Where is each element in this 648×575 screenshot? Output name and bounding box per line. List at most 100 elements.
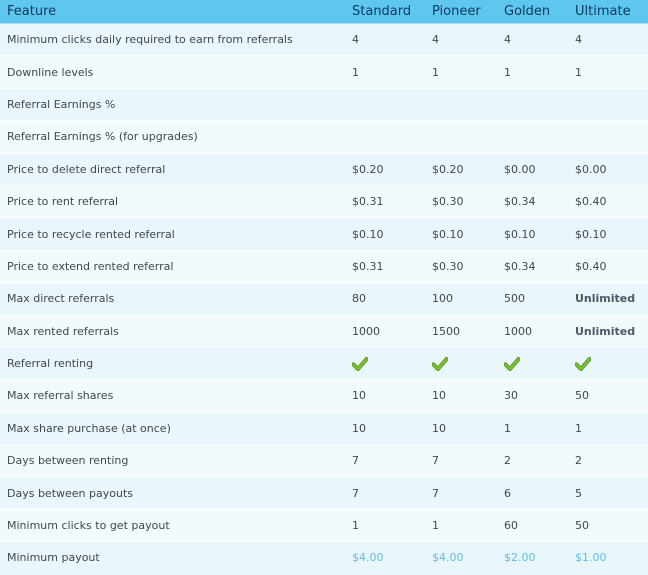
feature-label: Referral Earnings % [0, 87, 345, 121]
pioneer-value: 1 [425, 508, 497, 542]
standard-value: $0.10 [345, 217, 425, 251]
table-row: Downline levels 1 1 1 1 [0, 55, 648, 89]
standard-value: $4.00 [345, 541, 425, 574]
ultimate-value: $0.40 [568, 184, 648, 218]
table-row: Referral Earnings % [0, 87, 648, 121]
pioneer-value: $0.30 [425, 184, 497, 218]
standard-value: 10 [345, 379, 425, 413]
pioneer-value: 10 [425, 379, 497, 413]
feature-label: Price to recycle rented referral [0, 217, 345, 251]
golden-value: 4 [497, 22, 568, 56]
feature-label: Max direct referrals [0, 282, 345, 316]
table-row: Minimum clicks daily required to earn fr… [0, 22, 648, 56]
table-row: Minimum payout $4.00 $4.00 $2.00 $1.00 [0, 541, 648, 574]
ultimate-check-cell [568, 346, 648, 380]
feature-label: Price to extend rented referral [0, 249, 345, 283]
ultimate-value: Unlimited [568, 282, 648, 316]
golden-value: $0.10 [497, 217, 568, 251]
golden-value: 2 [497, 444, 568, 477]
standard-value: 1 [345, 508, 425, 542]
ultimate-value: 2 [568, 444, 648, 477]
table-row: Max share purchase (at once) 10 10 1 1 [0, 411, 648, 445]
standard-value: 7 [345, 476, 425, 510]
ultimate-value: $0.40 [568, 249, 648, 283]
pioneer-value: 1 [425, 55, 497, 89]
golden-value: $0.34 [497, 184, 568, 218]
pioneer-value: 1500 [425, 314, 497, 348]
ultimate-value: 1 [568, 411, 648, 445]
standard-value: 1000 [345, 314, 425, 348]
standard-value [345, 120, 425, 154]
check-icon [575, 356, 648, 371]
check-icon [504, 356, 568, 371]
golden-value: 1 [497, 55, 568, 89]
standard-value: $0.31 [345, 249, 425, 283]
standard-value: 1 [345, 55, 425, 89]
ultimate-value: 5 [568, 476, 648, 510]
pioneer-value [425, 87, 497, 121]
check-icon [432, 356, 497, 371]
standard-value: $0.20 [345, 152, 425, 186]
feature-label: Max share purchase (at once) [0, 411, 345, 445]
golden-value: $0.00 [497, 152, 568, 186]
check-icon [352, 356, 425, 371]
table-row: Price to extend rented referral $0.31 $0.3… [0, 249, 648, 283]
pioneer-value: 7 [425, 444, 497, 477]
feature-label: Max referral shares [0, 379, 345, 413]
feature-label: Price to delete direct referral [0, 152, 345, 186]
feature-label: Downline levels [0, 55, 345, 89]
table-header-row: Feature Standard Pioneer Golden Ultimate [0, 0, 648, 24]
feature-label: Minimum clicks daily required to earn fr… [0, 22, 345, 56]
standard-value: 4 [345, 22, 425, 56]
ultimate-value: 4 [568, 22, 648, 56]
feature-label: Referral Earnings % (for upgrades) [0, 120, 345, 154]
golden-value [497, 87, 568, 121]
pioneer-value: 10 [425, 411, 497, 445]
feature-label: Referral renting [0, 346, 345, 380]
feature-label: Minimum payout [0, 541, 345, 574]
standard-check-cell [345, 346, 425, 380]
ultimate-value: $0.00 [568, 152, 648, 186]
pioneer-value: $0.20 [425, 152, 497, 186]
standard-value: $0.31 [345, 184, 425, 218]
standard-value: 7 [345, 444, 425, 477]
golden-value: 1000 [497, 314, 568, 348]
table-row: Price to rent referral $0.31 $0.30 $0.34 $0.… [0, 184, 648, 218]
golden-value: 60 [497, 508, 568, 542]
table-row: Days between payouts 7 7 6 5 [0, 476, 648, 510]
ultimate-value [568, 87, 648, 121]
feature-label: Price to rent referral [0, 184, 345, 218]
table-row: Referral renting [0, 346, 648, 380]
table-row: Max direct referrals 80 100 500 Unlimited [0, 282, 648, 316]
header-standard: Standard [345, 0, 425, 24]
golden-value: 6 [497, 476, 568, 510]
pioneer-value: $0.30 [425, 249, 497, 283]
golden-value: 500 [497, 282, 568, 316]
table-row: Price to delete direct referral $0.20 $0.2… [0, 152, 648, 186]
golden-value: $0.34 [497, 249, 568, 283]
ultimate-value: 1 [568, 55, 648, 89]
table-row: Max referral shares 10 10 30 50 [0, 379, 648, 413]
golden-value: 30 [497, 379, 568, 413]
ultimate-value: Unlimited [568, 314, 648, 348]
header-pioneer: Pioneer [425, 0, 497, 24]
table-row: Days between renting 7 7 2 2 [0, 444, 648, 477]
ultimate-value: 50 [568, 379, 648, 413]
standard-value: 80 [345, 282, 425, 316]
header-ultimate: Ultimate [568, 0, 648, 24]
feature-label: Days between payouts [0, 476, 345, 510]
ultimate-value [568, 120, 648, 154]
golden-value: 1 [497, 411, 568, 445]
ultimate-value: 50 [568, 508, 648, 542]
header-golden: Golden [497, 0, 568, 24]
golden-check-cell [497, 346, 568, 380]
table-row: Referral Earnings % (for upgrades) [0, 120, 648, 154]
golden-value: $2.00 [497, 541, 568, 574]
feature-label: Max rented referrals [0, 314, 345, 348]
feature-label: Minimum clicks to get payout [0, 508, 345, 542]
feature-label: Days between renting [0, 444, 345, 477]
golden-value [497, 120, 568, 154]
pioneer-value: 4 [425, 22, 497, 56]
pioneer-value: $0.10 [425, 217, 497, 251]
